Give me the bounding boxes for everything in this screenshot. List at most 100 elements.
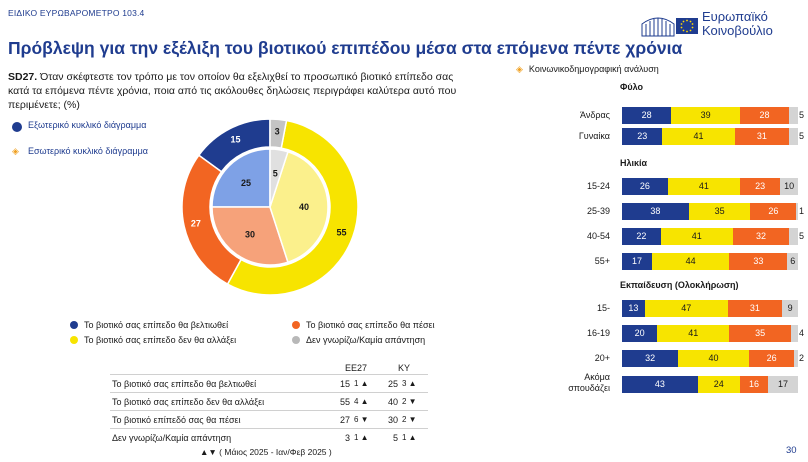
bar-group-title: Ηλικία — [620, 158, 648, 168]
bar-segment-same: 41 — [660, 228, 733, 245]
bar-segment-dk: 2 — [794, 350, 804, 367]
outer-slice-same — [226, 119, 359, 296]
bar-segment-improve: 28 — [622, 107, 672, 124]
bar-segment-fall: 35 — [729, 325, 791, 342]
bar-segment-same: 47 — [644, 300, 728, 317]
bar-segment-same: 41 — [667, 178, 740, 195]
bar-row-label: 15-24 — [586, 181, 610, 191]
bar-row-label: 55+ — [594, 256, 610, 266]
question-code: SD27. — [8, 71, 38, 83]
bar-value-label: 6 — [790, 256, 796, 266]
bar-segment-dk: 5 — [789, 228, 804, 245]
change-footnote: ▲▼ ( Μάιος 2025 - Ιαν/Φεβ 2025 ) — [200, 447, 332, 457]
bar-segment-dk: 5 — [789, 128, 804, 145]
inner-slice-improve — [211, 148, 271, 208]
legend-fall: Το βιοτικό σας επίπεδο θα πέσει — [292, 320, 435, 330]
legend-same: Το βιοτικό σας επίπεδο δεν θα αλλάξει — [70, 335, 236, 345]
bar-value-label: 4 — [798, 328, 804, 338]
page-title: Πρόβλεψη για την εξέλιξη του βιοτικού επ… — [8, 38, 683, 58]
bar-segment-same: 41 — [657, 325, 730, 342]
report-eyebrow: ΕΙΔΙΚΟ ΕΥΡΩΒΑΡΟΜΕΤΡΟ 103.4 — [8, 8, 145, 18]
inner-label-improve: 25 — [241, 178, 251, 188]
inner-ring-label: Εσωτερικό κυκλικό διάγραμμα — [28, 146, 148, 156]
legend-dk: Δεν γνωρίζω/Καμία απάντηση — [292, 335, 425, 345]
socio-demographic-header: ◈ Κοινωνικοδημογραφική ανάλυση — [516, 64, 659, 74]
bar-segment-improve: 38 — [622, 203, 689, 220]
bar-value-label: 1 — [798, 206, 804, 216]
legend-improve: Το βιοτικό σας επίπεδο θα βελτιωθεί — [70, 320, 228, 330]
eu-flag-icon — [676, 18, 698, 34]
survey-question: SD27. Όταν σκέφτεστε τον τρόπο με τον οπ… — [8, 70, 458, 112]
bar-segment-same: 24 — [697, 376, 740, 393]
outer-ring-label: Εξωτερικό κυκλικό διάγραμμα — [28, 120, 147, 130]
bar-segment-fall: 16 — [739, 376, 769, 393]
bar-segment-same: 44 — [651, 253, 730, 270]
bar-row-label: 40-54 — [586, 231, 610, 241]
inner-label-dk: 5 — [273, 168, 278, 178]
bar-value-label: 2 — [798, 353, 804, 363]
bar-row-label: 25-39 — [586, 206, 610, 216]
comparison-table: EE27 KY Το βιοτικό σας επίπεδο θα βελτιω… — [110, 362, 428, 446]
cyprus-map-icon: ◈ — [12, 146, 19, 156]
col-cy: KY — [397, 363, 410, 373]
ep-logo-text: Ευρωπαϊκό Κοινοβούλιο — [702, 9, 773, 38]
outer-label-improve: 15 — [230, 134, 240, 144]
bar-segment-fall: 31 — [727, 300, 783, 317]
bar-group-title: Φύλο — [620, 82, 644, 92]
inner-slice-same — [269, 150, 329, 264]
bar-segment-improve: 23 — [622, 128, 663, 145]
bar-row-label: Άνδρας — [579, 110, 610, 120]
bar-value-label: 5 — [798, 231, 804, 241]
bar-segment-same: 39 — [671, 107, 740, 124]
table-row: Το βιοτικό επίπεδό σας θα πέσει 27 6 ▼ 30… — [110, 410, 428, 429]
bar-row-label: Γυναίκα — [578, 131, 610, 141]
outer-label-same: 55 — [336, 228, 346, 238]
bar-segment-same: 40 — [678, 350, 749, 367]
inner-label-fall: 30 — [245, 230, 255, 240]
bar-segment-same: 35 — [688, 203, 751, 220]
bar-value-label: 17 — [778, 379, 789, 389]
question-text: Όταν σκέφτεστε τον τρόπο με τον οποίον θ… — [8, 71, 457, 111]
bar-segment-fall: 23 — [739, 178, 781, 195]
bar-segment-improve: 26 — [622, 178, 668, 195]
stacked-bar-chart: Φύλο Άνδρας 28 39 28 5 Γυναίκα 23 41 31 5 Ηλικία 15-… — [540, 80, 804, 400]
bar-segment-fall: 26 — [748, 350, 795, 367]
bar-segment-fall: 28 — [739, 107, 790, 124]
bar-segment-dk: 10 — [780, 178, 798, 195]
inner-slice-fall — [211, 206, 289, 266]
bar-segment-dk: 9 — [782, 300, 798, 317]
table-row: Το βιοτικό σας επίπεδο δεν θα αλλάξει 55… — [110, 392, 428, 411]
nested-pie-chart: 15 27 55 3 25 30 40 5 — [181, 118, 359, 296]
bar-row-label: 16-19 — [586, 328, 610, 338]
ep-logo — [640, 10, 804, 40]
bar-segment-fall: 26 — [750, 203, 797, 220]
bar-segment-improve: 32 — [622, 350, 679, 367]
bar-segment-improve: 20 — [622, 325, 658, 342]
eu-dot-icon — [12, 122, 22, 132]
outer-label-fall: 27 — [191, 219, 201, 229]
page-number: 30 — [786, 445, 797, 456]
bar-segment-improve: 17 — [622, 253, 652, 270]
bar-value-label: 5 — [798, 131, 804, 141]
bar-segment-improve: 22 — [622, 228, 661, 245]
bar-segment-same: 41 — [662, 128, 735, 145]
bar-value-label: 9 — [787, 303, 793, 313]
category-legend: Το βιοτικό σας επίπεδο θα βελτιωθεί Το β… — [70, 320, 490, 352]
bar-segment-fall: 33 — [729, 253, 788, 270]
cyprus-map-icon: ◈ — [516, 64, 523, 74]
bar-segment-dk: 6 — [787, 253, 798, 270]
bar-row-label: Ακόμα σπουδάζει — [568, 372, 610, 393]
bar-segment-fall: 32 — [732, 228, 790, 245]
inner-label-same: 40 — [299, 202, 309, 212]
bar-segment-dk: 4 — [790, 325, 804, 342]
bar-segment-dk: 1 — [796, 203, 804, 220]
bar-row-label: 20+ — [594, 353, 610, 363]
outer-label-dk: 3 — [275, 126, 280, 136]
inner-slice-dk — [269, 148, 289, 208]
outer-slice-dk — [269, 118, 288, 149]
bar-segment-dk: 5 — [789, 107, 804, 124]
bar-row-label: 15- — [596, 303, 610, 313]
bar-group-title: Εκπαίδευση (Ολοκλήρωση) — [620, 280, 739, 290]
col-eu27: EE27 — [344, 363, 368, 373]
